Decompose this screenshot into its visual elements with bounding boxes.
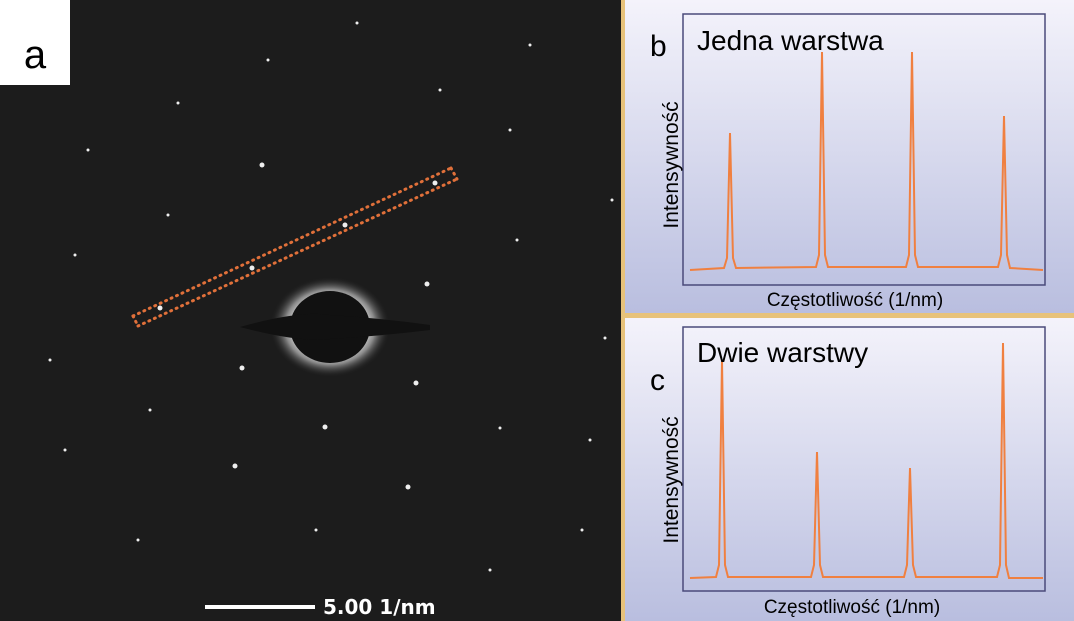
- panel-title: Jedna warstwa: [697, 25, 884, 56]
- y-axis-label: Intensywność: [660, 101, 683, 228]
- intensity-profile: [689, 51, 1044, 271]
- panel-label: c: [650, 364, 665, 397]
- label-box: [0, 0, 70, 85]
- diffraction-spots: [48, 21, 614, 572]
- central-beam: [240, 277, 430, 377]
- panel-label: a: [24, 33, 47, 77]
- x-axis-label: Częstotliwość (1/nm): [767, 290, 943, 311]
- selection-band: [131, 166, 459, 328]
- y-axis-label: Intensywność: [660, 416, 683, 543]
- panel-b: b Jedna warstwa Intensywność Częstotliwo…: [625, 0, 1074, 318]
- x-axis-label: Częstotliwość (1/nm): [764, 597, 940, 618]
- plot-frame: [682, 326, 1046, 592]
- divider: [621, 0, 625, 621]
- panel-title: Dwie warstwy: [697, 337, 868, 368]
- divider: [625, 313, 1074, 318]
- panel-c: c Dwie warstwy Intensywność Częstotliwoś…: [625, 318, 1074, 621]
- panel-a: a 5.00 1/nm: [0, 0, 625, 621]
- scale-bar-label: 5.00 1/nm: [323, 595, 436, 619]
- panel-label: b: [650, 30, 667, 63]
- intensity-profile: [689, 342, 1043, 579]
- plot-frame: [682, 13, 1046, 286]
